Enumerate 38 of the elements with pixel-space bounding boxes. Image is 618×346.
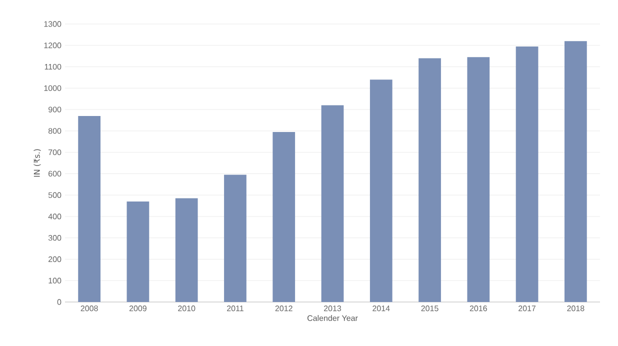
x-tick-label: 2013 [324, 306, 342, 312]
x-tick-label: 2014 [372, 306, 390, 312]
bar [370, 80, 392, 302]
bar [175, 198, 198, 302]
y-tick-label: 1100 [44, 64, 62, 70]
x-tick-label: 2008 [80, 306, 98, 312]
x-tick-label: 2016 [470, 306, 487, 312]
y-tick-label: 200 [48, 256, 62, 262]
bar [516, 46, 538, 302]
y-tick-label: 1000 [44, 85, 62, 91]
bar [564, 41, 587, 302]
y-tick-label: 1200 [44, 42, 62, 48]
x-tick-label: 2012 [275, 306, 292, 312]
bar [224, 174, 246, 302]
bar [321, 105, 344, 302]
bar [78, 116, 101, 302]
y-tick-label: 400 [48, 214, 62, 220]
x-tick-label: 2009 [129, 306, 146, 312]
y-tick-label: 800 [48, 128, 62, 134]
y-tick-label: 500 [48, 192, 62, 198]
bar [126, 201, 150, 302]
y-tick-label: 700 [48, 149, 62, 156]
y-tick-label: 900 [48, 106, 62, 112]
x-tick-label: 2017 [518, 306, 536, 312]
y-tick-label: 100 [48, 278, 62, 284]
y-tick-label: 300 [48, 235, 62, 241]
x-tick-label: 2018 [567, 306, 584, 312]
y-tick-label: 0 [57, 299, 62, 305]
bar [272, 132, 296, 302]
y-tick-label: 600 [48, 170, 62, 177]
y-axis-title: IN (₹s.) [34, 149, 41, 177]
bar [467, 57, 490, 302]
x-tick-label: 2015 [421, 306, 438, 312]
bar [418, 58, 441, 302]
x-tick-label: 2010 [178, 306, 196, 312]
x-axis-title: Calender Year [307, 315, 358, 321]
y-tick-label: 1300 [44, 21, 62, 27]
x-tick-label: 2011 [227, 306, 244, 312]
